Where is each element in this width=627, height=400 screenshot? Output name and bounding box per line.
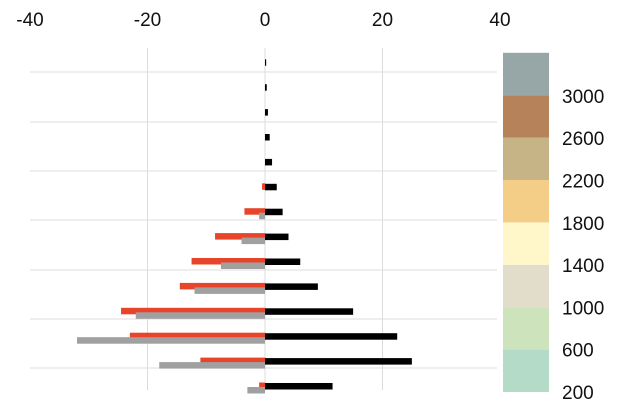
color-scale-band [503,307,549,350]
scale-tick-label: 1800 [562,214,604,235]
red-bar [191,258,265,265]
black-bar [265,134,270,141]
grid-lines [30,48,497,390]
x-tick-label: -20 [134,10,161,31]
x-tick-label: -40 [16,10,43,31]
scale-tick-label: 600 [562,341,594,362]
color-scale-band [503,137,549,180]
black-bar [265,183,277,191]
gray-bar [241,237,265,245]
color-scale-band [503,52,549,96]
black-bar [265,308,354,315]
color-scale-band [503,95,549,138]
gray-bar [159,362,265,369]
color-scale-band [503,180,549,223]
red-bar [121,307,265,315]
x-axis-ticks: -40 -20 0 20 40 [16,10,510,31]
color-scale-band [503,264,549,308]
gray-bar [259,212,265,220]
altitude-color-scale [503,52,549,392]
gray-bar [194,287,265,294]
gray-bar [247,387,265,394]
red-bar [215,233,265,240]
gray-bar [135,312,265,319]
black-bar [265,333,398,340]
red-bar [259,382,265,389]
black-bar [265,208,283,216]
black-bar [265,158,273,166]
red-bar [200,357,265,365]
black-bar [265,59,267,66]
x-tick-label: 0 [260,10,271,31]
x-tick-label: 20 [372,10,393,31]
scale-tick-label: 2600 [562,129,604,150]
black-bar [265,383,333,390]
gray-bar [220,262,265,269]
scale-tick-label: 1400 [562,256,604,277]
black-bar [265,358,412,365]
scale-tick-label: 200 [562,383,594,400]
color-scale-band [503,222,549,265]
scale-tick-label: 1000 [562,298,604,319]
bars [77,59,412,394]
black-bar [265,109,268,116]
black-bar [265,233,289,241]
color-scale-ticks: 200 600 1000 1400 1800 2200 2600 3000 [562,87,604,400]
black-bar [265,84,267,91]
red-bar [244,208,265,215]
scale-tick-label: 2200 [562,172,604,193]
color-scale-band [503,349,549,392]
red-bar [129,332,265,340]
x-tick-label: 40 [489,10,510,31]
black-bar [265,258,301,265]
black-bar [265,283,318,290]
red-bar [179,282,265,290]
scale-tick-label: 3000 [562,87,604,108]
red-bar [262,183,265,190]
gray-bar [77,337,265,344]
